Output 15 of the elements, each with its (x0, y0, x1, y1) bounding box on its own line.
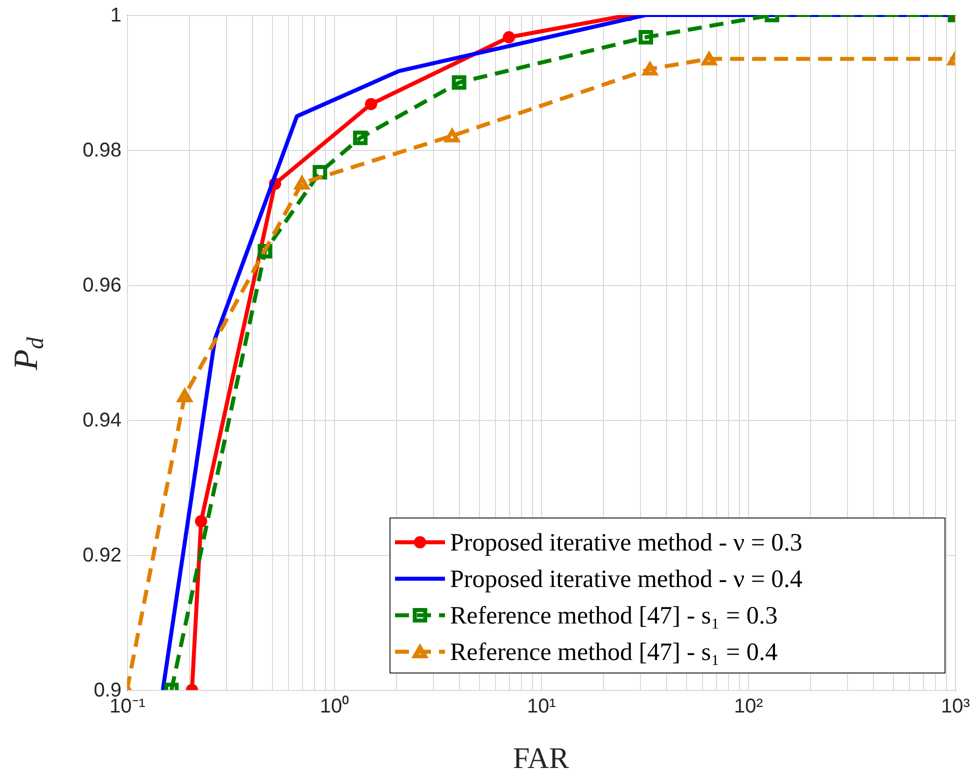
x-tick-label: 10¹ (527, 696, 556, 718)
legend-label: Reference method [47] - s₁ = 0.3 (450, 602, 778, 630)
x-tick-label: 10⁰ (320, 694, 350, 718)
x-tick-label: 10³ (941, 696, 970, 718)
y-tick-label: 1 (110, 4, 122, 26)
y-tick-label: 0.94 (82, 410, 122, 432)
y-tick-label: 0.96 (82, 274, 122, 296)
y-axis-title: Pd (8, 337, 49, 372)
x-axis-title: FAR (512, 742, 570, 775)
y-tick-label: 0.98 (82, 140, 122, 162)
legend-label: Proposed iterative method - ν = 0.4 (450, 566, 803, 593)
legend-label: Reference method [47] - s₁ = 0.4 (450, 638, 778, 666)
legend-label: Proposed iterative method - ν = 0.3 (450, 529, 802, 556)
x-tick-label: 10² (734, 696, 764, 718)
y-tick-label: 0.92 (82, 544, 122, 566)
